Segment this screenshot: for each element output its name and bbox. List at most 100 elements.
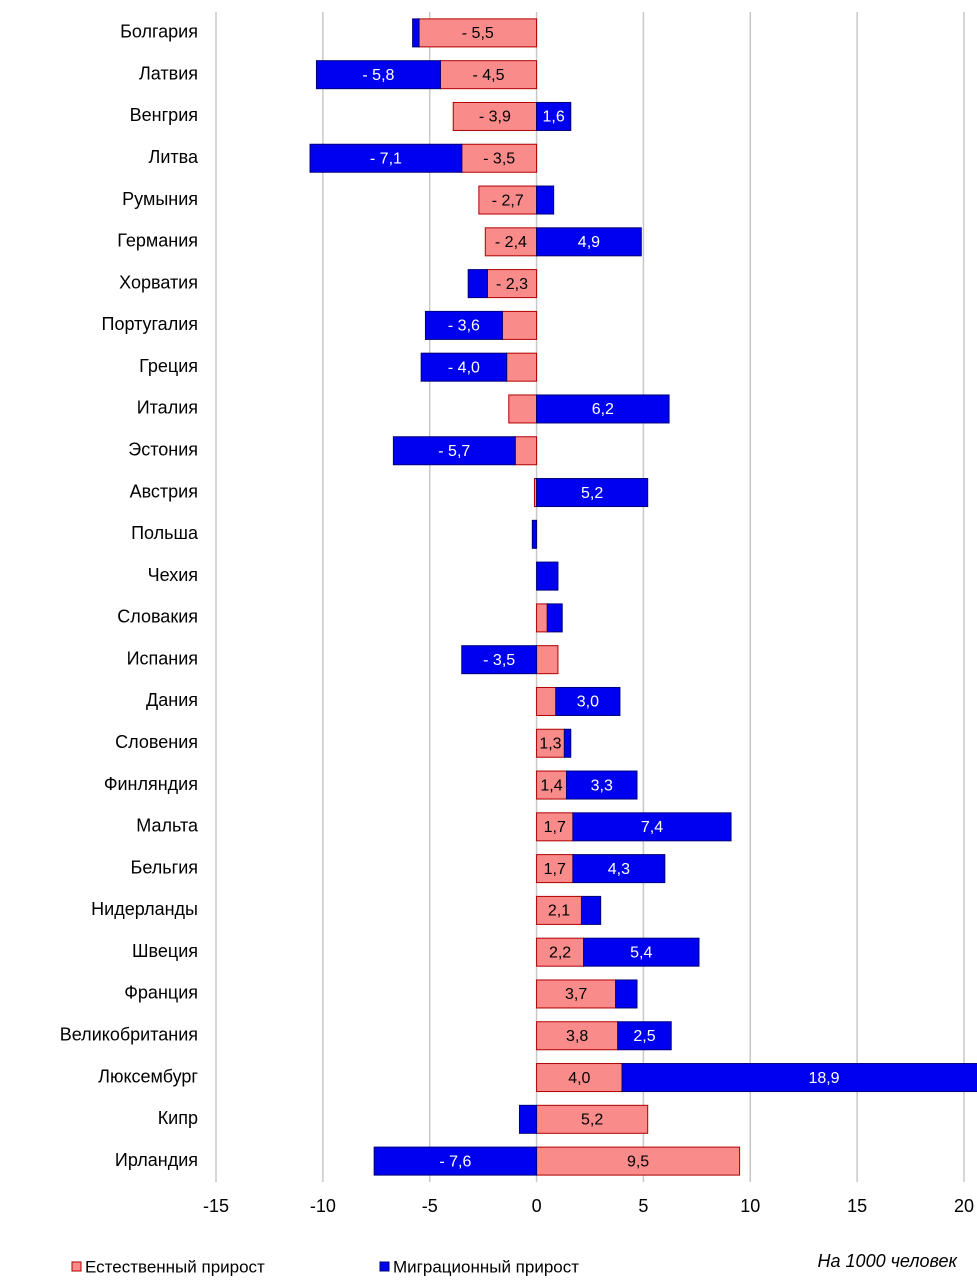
- value-label: 2,5: [633, 1028, 655, 1045]
- value-label: 1,3: [539, 735, 561, 752]
- bar: [536, 1104, 649, 1134]
- bar: [536, 937, 585, 967]
- value-label: 5,2: [581, 1112, 603, 1129]
- value-label: 1,7: [544, 819, 566, 836]
- value-label: - 3,5: [483, 150, 515, 167]
- y-tick-label: Греция: [139, 356, 198, 376]
- value-label: 4,0: [568, 1070, 590, 1087]
- value-label: 9,5: [627, 1153, 649, 1170]
- bar: [486, 269, 538, 299]
- y-tick-label: Болгария: [120, 22, 198, 42]
- bar: [583, 937, 700, 967]
- value-label: 3,3: [591, 777, 613, 794]
- bar: [392, 436, 516, 466]
- bar: [461, 645, 538, 675]
- bar: [536, 645, 559, 675]
- x-tick-label: 15: [847, 1196, 867, 1216]
- y-tick-label: Германия: [117, 231, 198, 251]
- bar: [461, 143, 538, 173]
- bar: [506, 352, 538, 382]
- x-tick-label: -10: [310, 1196, 336, 1216]
- bar: [536, 478, 649, 508]
- legend-label: Естественный прирост: [85, 1257, 265, 1276]
- value-label: 5,4: [630, 944, 652, 961]
- value-label: - 5,7: [438, 443, 470, 460]
- y-tick-label: Финляндия: [104, 774, 198, 794]
- bar: [536, 227, 642, 257]
- bar: [478, 185, 538, 215]
- value-label: 3,0: [577, 694, 599, 711]
- bar: [536, 728, 565, 758]
- bar: [484, 227, 538, 257]
- value-label: - 2,7: [492, 192, 524, 209]
- value-label: 18,9: [808, 1070, 839, 1087]
- y-tick-label: Венгрия: [130, 105, 198, 125]
- bar: [467, 269, 488, 299]
- bar: [565, 770, 638, 800]
- y-tick-label: Мальта: [136, 816, 199, 836]
- value-label: - 3,6: [448, 318, 480, 335]
- y-tick-label: Эстония: [128, 440, 198, 460]
- bar: [536, 686, 557, 716]
- legend-swatch: [71, 1261, 82, 1272]
- bar: [536, 394, 670, 424]
- value-label: - 5,5: [462, 25, 494, 42]
- value-label: - 5,8: [362, 67, 394, 84]
- y-tick-label: Италия: [137, 398, 198, 418]
- y-tick-label: Польша: [131, 523, 199, 543]
- bar: [536, 1146, 741, 1176]
- bar: [518, 1104, 538, 1134]
- y-tick-label: Дания: [146, 690, 198, 710]
- value-label: 1,7: [544, 861, 566, 878]
- value-label: - 3,5: [483, 652, 515, 669]
- y-tick-label: Люксембург: [98, 1066, 198, 1086]
- y-tick-label: Чехия: [148, 565, 198, 585]
- value-label: 3,7: [565, 986, 587, 1003]
- bar: [536, 812, 574, 842]
- value-label: 1,6: [543, 109, 565, 126]
- value-label: 4,3: [608, 861, 630, 878]
- y-tick-label: Бельгия: [131, 857, 198, 877]
- bar: [536, 561, 559, 591]
- value-label: - 2,3: [496, 276, 528, 293]
- value-label: 2,2: [549, 944, 571, 961]
- value-label: - 7,6: [439, 1153, 471, 1170]
- y-tick-label: Хорватия: [119, 272, 198, 292]
- bar: [572, 812, 732, 842]
- legend-swatch: [379, 1261, 390, 1272]
- bar: [615, 979, 638, 1009]
- x-tick-label: 0: [532, 1196, 542, 1216]
- y-tick-label: Великобритания: [60, 1025, 198, 1045]
- bar: [514, 436, 538, 466]
- value-label: 1,4: [540, 777, 562, 794]
- x-tick-label: 5: [638, 1196, 648, 1216]
- bar: [536, 185, 555, 215]
- value-label: 4,9: [578, 234, 600, 251]
- bar: [563, 728, 572, 758]
- bar: [315, 60, 441, 90]
- bar: [572, 854, 666, 884]
- y-tick-label: Словения: [115, 732, 198, 752]
- bar: [412, 18, 420, 48]
- bar: [536, 895, 582, 925]
- bar: [617, 1021, 672, 1051]
- y-tick-label: Кипр: [158, 1108, 198, 1128]
- y-tick-label: Литва: [149, 147, 199, 167]
- value-label: - 7,1: [370, 150, 402, 167]
- bar: [536, 603, 548, 633]
- y-tick-label: Латвия: [139, 63, 198, 83]
- y-tick-label: Австрия: [130, 481, 198, 501]
- y-tick-label: Нидерланды: [91, 899, 198, 919]
- bar: [508, 394, 538, 424]
- x-tick-label: 20: [954, 1196, 974, 1216]
- x-tick-label: -5: [422, 1196, 438, 1216]
- x-tick-label: 10: [740, 1196, 760, 1216]
- legend-label: Миграционный прирост: [393, 1257, 579, 1276]
- value-label: 6,2: [592, 401, 614, 418]
- bar: [536, 854, 574, 884]
- value-label: - 4,5: [472, 67, 504, 84]
- value-label: - 4,0: [448, 359, 480, 376]
- bar: [536, 1063, 623, 1093]
- bar: [501, 310, 538, 340]
